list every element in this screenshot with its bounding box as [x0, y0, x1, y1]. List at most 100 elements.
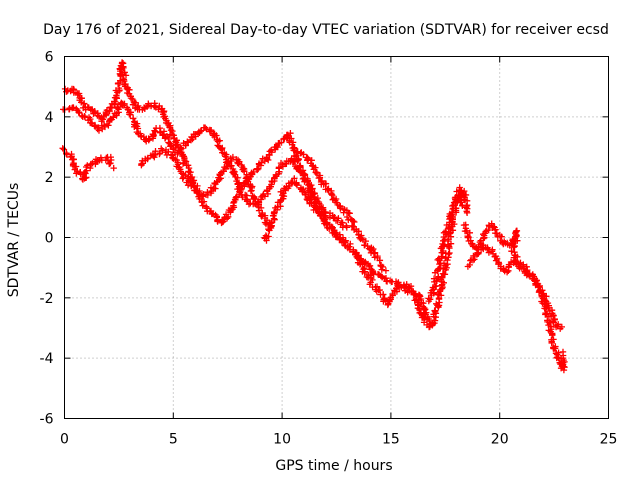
data-point [160, 131, 167, 138]
data-point [162, 115, 169, 122]
data-point [361, 268, 369, 275]
data-point [252, 200, 259, 207]
data-point [332, 197, 339, 204]
data-point [351, 218, 358, 226]
data-point [328, 191, 335, 198]
series-trace-6 [291, 147, 390, 274]
series-trace-3 [59, 145, 117, 183]
data-point [311, 202, 318, 209]
data-point [279, 161, 286, 168]
data-point [275, 164, 283, 171]
data-point [485, 249, 493, 256]
data-point [291, 147, 298, 154]
data-point [224, 158, 231, 166]
data-point [316, 212, 324, 219]
data-point [309, 162, 316, 170]
data-point [250, 194, 258, 202]
data-point [550, 312, 557, 319]
data-point [308, 157, 315, 164]
data-point [244, 196, 251, 204]
data-point [118, 65, 125, 72]
data-point [88, 119, 95, 127]
data-point [442, 228, 449, 235]
data-point [108, 156, 115, 164]
data-point [129, 101, 137, 108]
data-point [289, 139, 297, 146]
data-point [188, 173, 196, 181]
data-point [296, 168, 304, 175]
chart-title: Day 176 of 2021, Sidereal Day-to-day VTE… [43, 22, 609, 38]
data-point [111, 110, 118, 117]
data-point [222, 211, 230, 218]
y-axis-label: SDTVAR / TECUs [6, 183, 22, 298]
series-trace-10 [464, 242, 568, 374]
series-trace-7 [352, 187, 466, 331]
data-point [180, 174, 187, 181]
data-point [232, 194, 239, 202]
data-point [503, 269, 511, 276]
data-point [272, 171, 280, 178]
data-point [434, 256, 441, 264]
data-point [300, 151, 307, 158]
data-point [83, 174, 90, 181]
data-point [359, 261, 366, 268]
data-point [370, 250, 378, 257]
data-point [320, 181, 327, 188]
data-point [429, 284, 437, 291]
data-point [551, 315, 558, 323]
data-point [358, 235, 365, 242]
data-point [68, 150, 75, 158]
data-point [234, 159, 241, 166]
data-point [119, 102, 127, 109]
data-point [350, 218, 357, 225]
data-point [70, 104, 77, 111]
data-point [510, 244, 517, 251]
data-point [276, 139, 283, 147]
data-point [361, 241, 368, 249]
data-point [343, 222, 350, 229]
data-point [258, 213, 265, 220]
data-point [464, 234, 471, 241]
data-point [103, 107, 111, 114]
data-point [341, 241, 348, 249]
data-point [200, 198, 208, 205]
data-point [426, 296, 434, 303]
data-point [95, 127, 103, 134]
data-point [535, 289, 543, 296]
data-point [334, 217, 341, 224]
data-point [557, 325, 564, 332]
data-point [508, 247, 515, 255]
data-point [91, 122, 98, 129]
data-point [293, 152, 300, 159]
data-point [514, 253, 521, 260]
data-point [362, 237, 369, 245]
data-point [266, 227, 273, 234]
data-point [511, 243, 518, 250]
data-point [520, 261, 527, 268]
data-point [511, 237, 518, 244]
data-point [302, 191, 309, 199]
data-point [408, 287, 416, 295]
data-point [187, 168, 194, 176]
data-point [258, 159, 265, 166]
data-point [466, 261, 473, 269]
x-tick-label: 0 [60, 432, 69, 448]
x-tick-label: 15 [382, 432, 400, 448]
data-point [229, 153, 237, 161]
data-point [269, 178, 276, 186]
data-point [206, 126, 213, 134]
series-trace-8 [425, 184, 471, 305]
data-point [168, 131, 176, 138]
data-point [320, 215, 327, 223]
data-point [239, 193, 246, 201]
data-point [277, 203, 284, 210]
data-point [375, 287, 382, 294]
data-point [483, 227, 490, 234]
data-point [122, 72, 130, 79]
data-point [554, 354, 561, 361]
data-point [376, 257, 384, 264]
data-point [460, 196, 468, 203]
data-point [428, 287, 436, 294]
data-point [250, 168, 257, 176]
data-point [355, 231, 362, 238]
